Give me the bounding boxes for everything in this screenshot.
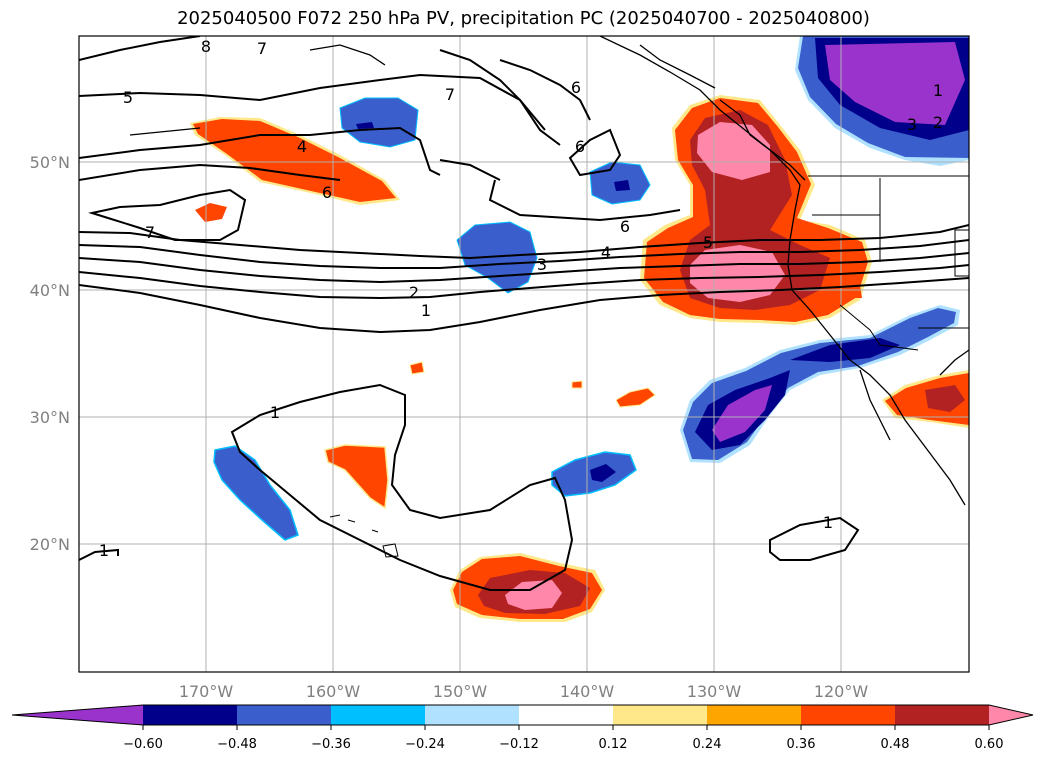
colorbar-segment bbox=[237, 705, 332, 725]
contour-label: 5 bbox=[703, 233, 713, 252]
borders bbox=[808, 175, 969, 351]
contour-label: 7 bbox=[445, 85, 455, 104]
contour-label: 1 bbox=[270, 403, 280, 422]
colorbar-segment bbox=[895, 705, 990, 725]
contour-label: 1 bbox=[823, 513, 833, 532]
colorbar-tick-label: −0.36 bbox=[311, 737, 351, 752]
contour-label: 6 bbox=[322, 183, 332, 202]
colorbar-segment bbox=[425, 705, 520, 725]
positive-anomaly-central bbox=[324, 444, 389, 510]
contour-label: 6 bbox=[620, 217, 630, 236]
negative-anomaly-west bbox=[213, 445, 299, 541]
contour-label: 7 bbox=[257, 39, 267, 58]
contour-label: 2 bbox=[933, 113, 943, 132]
lat-tick-labels: 50°N 40°N 30°N 20°N bbox=[30, 153, 70, 554]
colorbar-segment bbox=[519, 705, 614, 725]
colorbar-tick-label: 0.24 bbox=[693, 737, 722, 752]
colorbar-extend-min bbox=[12, 705, 143, 725]
lon-tick-label: 120°W bbox=[814, 682, 869, 701]
colorbar-tick-label: −0.60 bbox=[123, 737, 163, 752]
graticule bbox=[79, 36, 969, 672]
contour-label: 4 bbox=[601, 243, 611, 262]
contour-label: 6 bbox=[571, 78, 581, 97]
positive-speck bbox=[409, 361, 425, 375]
colorbar-segment bbox=[143, 705, 238, 725]
colorbar-segment bbox=[613, 705, 708, 725]
lat-tick-label: 50°N bbox=[30, 153, 70, 172]
pv-contours bbox=[79, 36, 969, 591]
contour-label: 2 bbox=[409, 283, 419, 302]
colorbar-tick-label: 0.12 bbox=[599, 737, 628, 752]
colorbar-tick-label: 0.36 bbox=[787, 737, 816, 752]
positive-speck bbox=[615, 387, 656, 408]
plot-frame bbox=[78, 35, 970, 673]
lat-tick-label: 20°N bbox=[30, 535, 70, 554]
positive-speck bbox=[571, 380, 583, 389]
colorbar-tick-label: −0.12 bbox=[499, 737, 539, 752]
lon-tick-label: 160°W bbox=[306, 682, 361, 701]
negative-anomaly-core bbox=[356, 122, 374, 129]
negative-anomaly-blob bbox=[339, 97, 419, 148]
negative-anomaly-core bbox=[590, 464, 616, 482]
colorbar-tick-label: 0.48 bbox=[881, 737, 910, 752]
colorbar-tick-label: −0.24 bbox=[405, 737, 445, 752]
lat-tick-label: 30°N bbox=[30, 408, 70, 427]
contour-label: 8 bbox=[201, 37, 211, 56]
colorbar-segment bbox=[331, 705, 426, 725]
lon-tick-label: 130°W bbox=[687, 682, 742, 701]
contour-label: 6 bbox=[575, 137, 585, 156]
contour-labels: 8 7 5 7 6 6 4 6 7 6 4 3 2 1 5 1 1 3 2 1 … bbox=[99, 37, 943, 560]
positive-anomaly-south bbox=[450, 553, 605, 622]
positive-anomaly-northwest bbox=[190, 117, 400, 222]
colorbar: −0.60 −0.48 −0.36 −0.24 −0.12 0.12 0.24 0.36 0.4… bbox=[11, 704, 1034, 752]
contour-label: 3 bbox=[907, 115, 917, 134]
lon-tick-label: 140°W bbox=[560, 682, 615, 701]
contour-label: 4 bbox=[297, 137, 307, 156]
colorbar-segment bbox=[801, 705, 896, 725]
contour-label: 7 bbox=[145, 223, 155, 242]
lon-tick-label: 150°W bbox=[433, 682, 488, 701]
colorbar-extend-max bbox=[989, 705, 1033, 725]
contour-label: 3 bbox=[537, 255, 547, 274]
lat-tick-label: 40°N bbox=[30, 281, 70, 300]
colorbar-tick-label: 0.60 bbox=[975, 737, 1004, 752]
contour-label: 1 bbox=[933, 81, 943, 100]
colorbar-segment bbox=[707, 705, 802, 725]
negative-anomaly-core bbox=[614, 180, 630, 191]
contour-label: 5 bbox=[123, 88, 133, 107]
contour-label: 1 bbox=[421, 301, 431, 320]
contour-label: 1 bbox=[99, 541, 109, 560]
lon-tick-labels: 170°W 160°W 150°W 140°W 130°W 120°W bbox=[179, 682, 869, 701]
lon-tick-label: 170°W bbox=[179, 682, 234, 701]
colorbar-tick-label: −0.48 bbox=[217, 737, 257, 752]
map-title: 2025040500 F072 250 hPa PV, precipitatio… bbox=[177, 8, 870, 29]
positive-anomaly-southeast bbox=[882, 370, 969, 428]
